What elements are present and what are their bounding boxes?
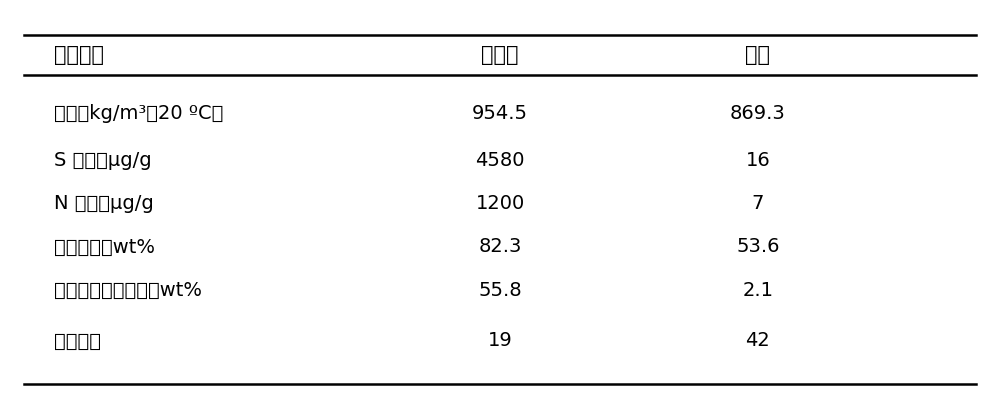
Text: 7: 7	[752, 194, 764, 214]
Text: 42: 42	[745, 332, 770, 350]
Text: 产物: 产物	[745, 45, 770, 65]
Text: 4580: 4580	[475, 151, 525, 170]
Text: 原料油: 原料油	[481, 45, 519, 65]
Text: 16: 16	[745, 151, 770, 170]
Text: 密度，kg/m³（20 ºC）: 密度，kg/m³（20 ºC）	[54, 104, 223, 123]
Text: N 含量，μg/g: N 含量，μg/g	[54, 194, 154, 214]
Text: 1200: 1200	[475, 194, 525, 214]
Text: 82.3: 82.3	[478, 238, 522, 256]
Text: 2.1: 2.1	[742, 280, 773, 300]
Text: 869.3: 869.3	[730, 104, 786, 123]
Text: S 含量，μg/g: S 含量，μg/g	[54, 151, 151, 170]
Text: 55.8: 55.8	[478, 280, 522, 300]
Text: 19: 19	[488, 332, 512, 350]
Text: 954.5: 954.5	[472, 104, 528, 123]
Text: 53.6: 53.6	[736, 238, 780, 256]
Text: 双环以上芳烃含量，wt%: 双环以上芳烃含量，wt%	[54, 280, 202, 300]
Text: 分析项目: 分析项目	[54, 45, 104, 65]
Text: 芳烃含量，wt%: 芳烃含量，wt%	[54, 238, 155, 256]
Text: 十六烷值: 十六烷值	[54, 332, 101, 350]
